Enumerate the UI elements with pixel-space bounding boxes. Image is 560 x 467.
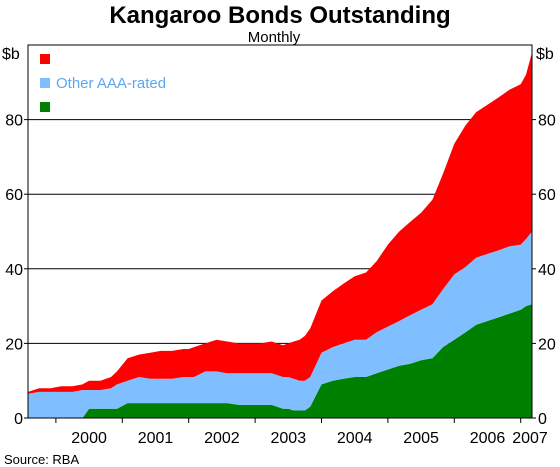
source-note: Source: RBA — [4, 452, 79, 467]
legend-swatch — [40, 54, 50, 64]
x-tick-label: 2001 — [138, 430, 174, 447]
y-tick-label-left: 80 — [5, 113, 23, 130]
plot-frame — [27, 44, 533, 419]
x-tick-label: 2005 — [403, 430, 439, 447]
area-repo-eligible — [28, 304, 532, 418]
x-tick-label: 2000 — [71, 430, 107, 447]
y-tick-label-left: 0 — [14, 411, 23, 428]
y-tick-label-left: 20 — [5, 336, 23, 353]
y-tick-label-right: 80 — [538, 113, 556, 130]
x-tick-label: 2003 — [271, 430, 307, 447]
legend-swatch — [40, 78, 50, 88]
chart-subtitle: Monthly — [248, 29, 301, 46]
y-tick-label-right: 60 — [538, 187, 556, 204]
x-tick-label: 2007 — [512, 430, 548, 447]
y-tick-label-right: 40 — [538, 262, 556, 279]
x-tick-label: 2002 — [204, 430, 240, 447]
x-tick-label: 2004 — [337, 430, 373, 447]
chart-title: Kangaroo Bonds Outstanding — [109, 2, 450, 29]
y-tick-label-left: 40 — [5, 262, 23, 279]
x-axis-ticks: 2000 2001 2002 2003 2004 2005 2006 2007 — [55, 418, 548, 447]
right-axis-ticks: 0 20 40 60 80 — [532, 113, 556, 428]
area-non-aaa-rated — [28, 52, 532, 394]
legend-label: Non-AAA rated — [56, 51, 156, 68]
y-tick-label-right: 20 — [538, 336, 556, 353]
right-axis-unit: $b — [536, 46, 554, 63]
left-axis-ticks: 0 20 40 60 80 — [5, 113, 28, 428]
y-tick-label-left: 60 — [5, 187, 23, 204]
legend-swatch — [40, 102, 50, 112]
legend: Non-AAA rated Other AAA-rated Repo eligibl… — [40, 51, 166, 116]
legend-label: Repo eligible — [56, 99, 143, 116]
stacked-areas — [28, 52, 532, 418]
y-tick-label-right: 0 — [538, 411, 547, 428]
left-axis-unit: $b — [2, 46, 20, 63]
x-tick-label: 2006 — [470, 430, 506, 447]
legend-label: Other AAA-rated — [56, 75, 166, 92]
area-other-aaa-rated — [28, 231, 532, 418]
